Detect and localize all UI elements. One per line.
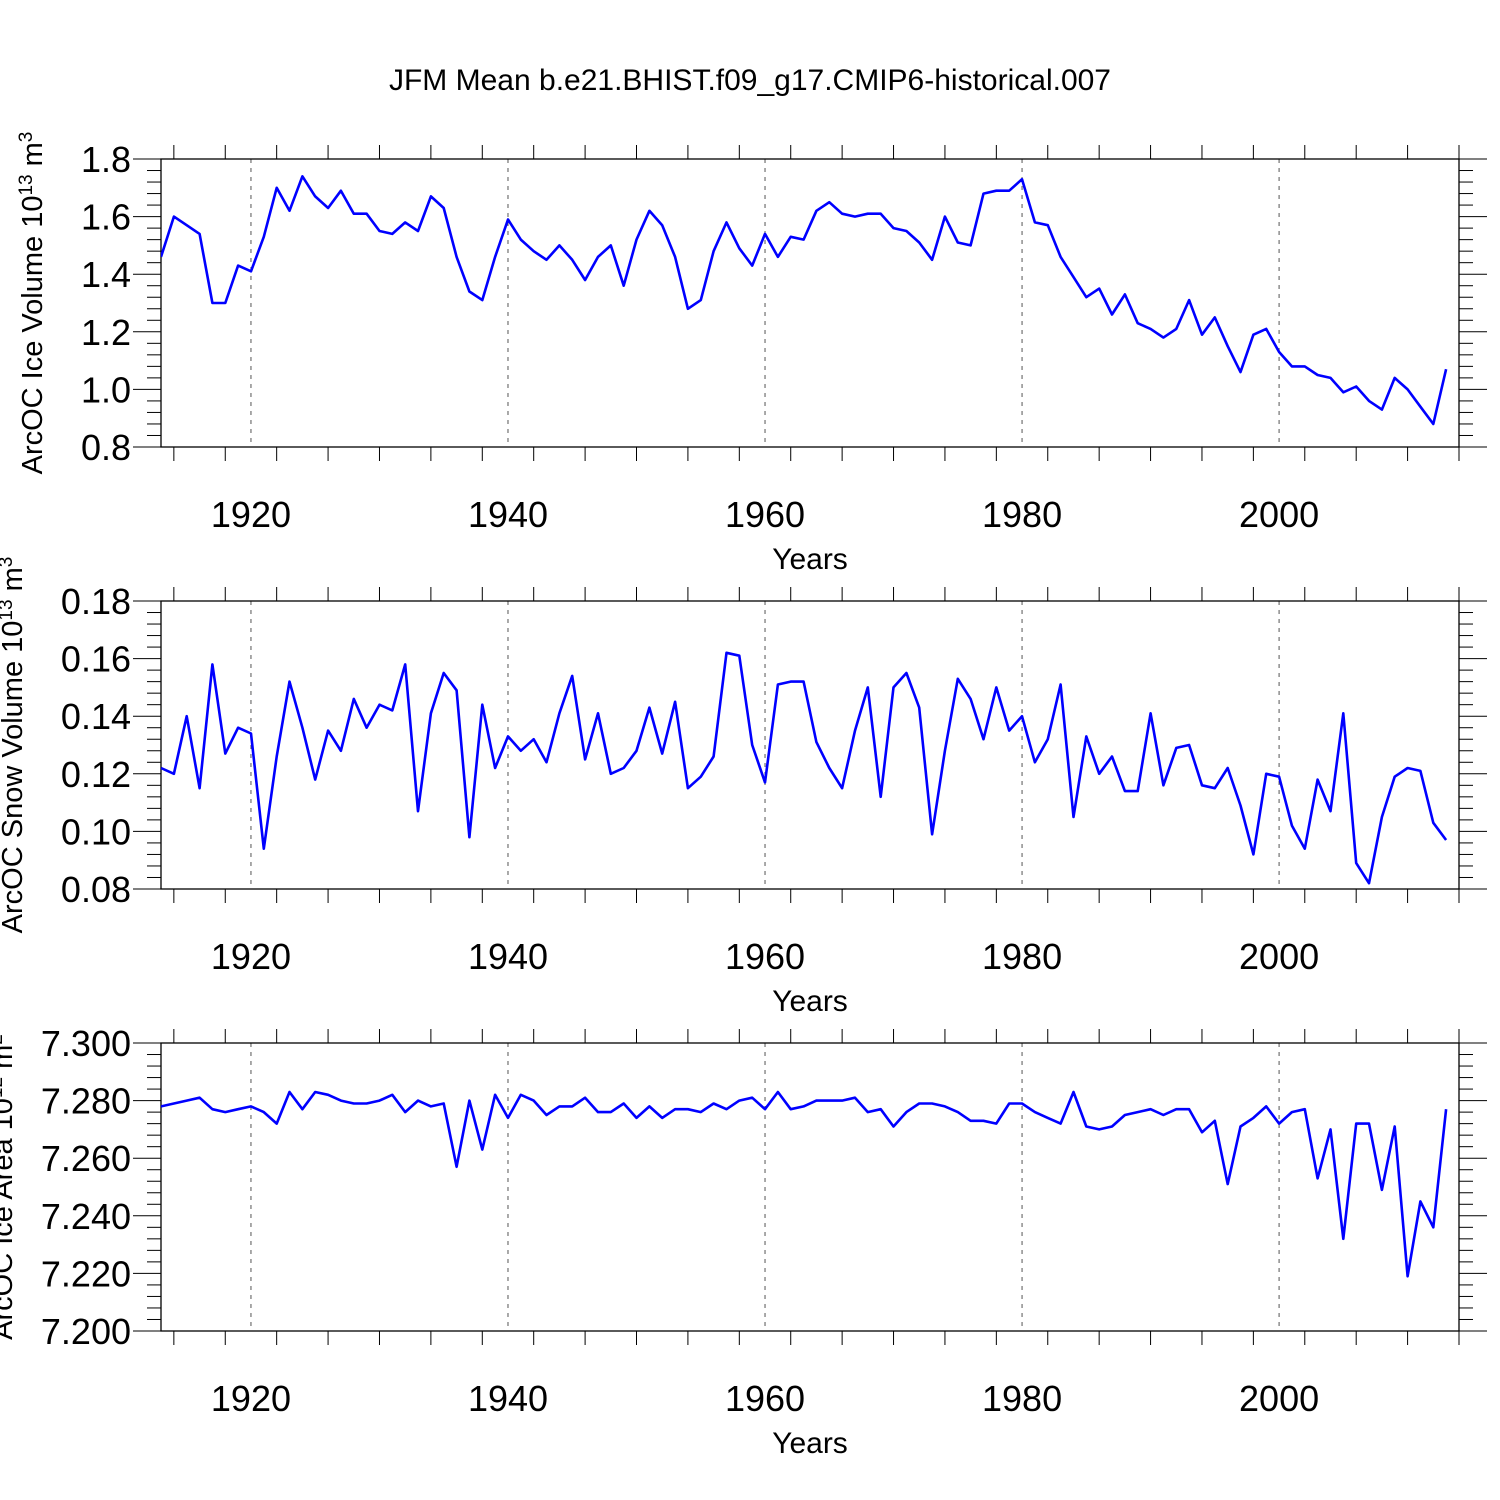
y-axis-title: ArcOC Ice Volume 1013 m3 (16, 132, 50, 475)
chart-panel-3: 7.200 7.220 7.240 7.260 7.280 7.300 1920 1940 19… (0, 1023, 1487, 1460)
y-axis-title-part: m (17, 142, 49, 174)
y-tick-label: 7.200 (41, 1311, 131, 1352)
x-tick-label: 1940 (468, 494, 548, 535)
x-axis-title: Years (772, 543, 848, 576)
y-axis-title: ArcOC Snow Volume 1013 m3 (0, 557, 29, 934)
y-tick-label: 0.18 (61, 581, 131, 622)
x-tick-label: 1960 (725, 1378, 805, 1419)
y-tick-label: 0.12 (61, 754, 131, 795)
chart-panel-1: 0.8 1.0 1.2 1.4 1.6 1.8 1920 1940 1960 1980 2000 Ye… (16, 132, 1487, 576)
y-tick-label: 0.14 (61, 696, 131, 737)
x-tick-label: 1980 (982, 936, 1062, 977)
x-axis-title: Years (772, 985, 848, 1018)
x-tick-label: 1920 (211, 1378, 291, 1419)
y-axis-title-part: m (0, 1045, 19, 1077)
y-tick-label: 0.8 (81, 427, 131, 468)
y-axis-title-part: ArcOC Ice Area 10 (0, 1098, 19, 1340)
x-tick-label: 1920 (211, 936, 291, 977)
series-line (161, 175, 1448, 426)
y-tick-label: 1.0 (81, 369, 131, 410)
y-tick-label: 0.08 (61, 869, 131, 910)
y-axis-title-part: m (0, 567, 29, 599)
y-axis-title-part: ArcOC Ice Volume 10 (17, 196, 49, 475)
y-tick-label: 7.220 (41, 1253, 131, 1294)
x-tick-label: 2000 (1239, 1378, 1319, 1419)
x-tick-label: 2000 (1239, 936, 1319, 977)
panels: 0.8 1.0 1.2 1.4 1.6 1.8 1920 1940 1960 1980 2000 Ye… (0, 132, 1487, 1460)
x-tick-label: 1980 (982, 494, 1062, 535)
x-tick-label: 1960 (725, 494, 805, 535)
plot-frame (160, 600, 1460, 890)
x-tick-label: 1920 (211, 494, 291, 535)
y-tick-label: 1.2 (81, 312, 131, 353)
chart-panel-2: 0.08 0.10 0.12 0.14 0.16 0.18 1920 1940 1960 1980… (0, 557, 1487, 1018)
y-tick-label: 7.280 (41, 1081, 131, 1122)
y-axis-title-superscript: 12 (0, 1077, 7, 1098)
y-axis-title-superscript: 3 (16, 132, 37, 143)
x-tick-label: 1940 (468, 936, 548, 977)
x-axis-title: Years (772, 1427, 848, 1460)
y-tick-label: 1.6 (81, 197, 131, 238)
series-line (161, 651, 1448, 885)
y-tick-label: 7.300 (41, 1023, 131, 1064)
y-axis-title-superscript: 13 (0, 599, 17, 620)
plot-frame (160, 158, 1460, 448)
y-axis-title-superscript: 3 (0, 557, 17, 568)
series-line (161, 1090, 1448, 1278)
y-tick-label: 7.240 (41, 1196, 131, 1237)
y-tick-label: 0.16 (61, 639, 131, 680)
y-axis-title-superscript: 2 (0, 1034, 7, 1045)
x-tick-label: 1980 (982, 1378, 1062, 1419)
x-tick-label: 1940 (468, 1378, 548, 1419)
x-tick-label: 1960 (725, 936, 805, 977)
y-axis-title: ArcOC Ice Area 1012 m2 (0, 1034, 19, 1340)
y-axis-title-superscript: 13 (16, 174, 37, 195)
y-tick-label: 1.8 (81, 139, 131, 180)
plot-frame (160, 1042, 1460, 1332)
figure-title: JFM Mean b.e21.BHIST.f09_g17.CMIP6-histo… (389, 64, 1111, 97)
x-tick-label: 2000 (1239, 494, 1319, 535)
y-tick-label: 0.10 (61, 811, 131, 852)
y-tick-label: 1.4 (81, 254, 131, 295)
y-tick-label: 7.260 (41, 1138, 131, 1179)
y-axis-title-part: ArcOC Snow Volume 10 (0, 621, 29, 934)
